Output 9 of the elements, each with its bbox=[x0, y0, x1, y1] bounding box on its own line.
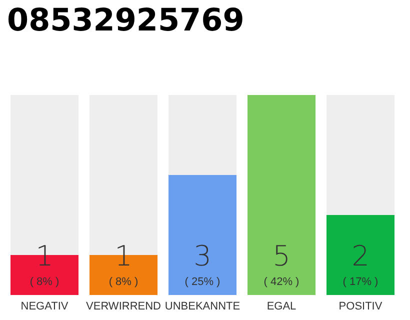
data-label: 2 ( 17% ) bbox=[342, 240, 378, 288]
chart-title: 08532925769 bbox=[7, 2, 244, 38]
x-tick-label: UNBEKANNTE bbox=[164, 300, 240, 312]
data-label: 3 ( 25% ) bbox=[184, 240, 220, 288]
x-tick-label: POSITIV bbox=[338, 300, 383, 312]
x-tick-label: NEGATIV bbox=[20, 300, 69, 312]
x-tick-label: EGAL bbox=[266, 300, 296, 312]
data-label: 5 ( 42% ) bbox=[264, 240, 300, 288]
x-tick-label: VERWIRREND bbox=[86, 300, 162, 312]
